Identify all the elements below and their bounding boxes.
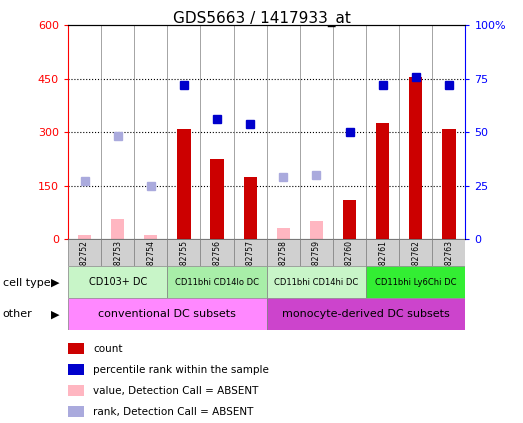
Bar <box>300 239 333 266</box>
Bar <box>343 200 356 239</box>
Text: GSM1582757: GSM1582757 <box>246 240 255 291</box>
Text: GSM1582754: GSM1582754 <box>146 240 155 291</box>
Bar <box>234 239 267 266</box>
Text: conventional DC subsets: conventional DC subsets <box>98 309 236 319</box>
Bar <box>68 298 267 330</box>
Text: GSM1582761: GSM1582761 <box>378 240 387 291</box>
Bar <box>134 239 167 266</box>
Text: CD11bhi CD14hi DC: CD11bhi CD14hi DC <box>274 278 359 287</box>
Bar <box>267 266 366 298</box>
Text: ▶: ▶ <box>51 309 60 319</box>
Text: ▶: ▶ <box>51 277 60 288</box>
Text: other: other <box>3 309 32 319</box>
Text: CD103+ DC: CD103+ DC <box>88 277 147 287</box>
Bar <box>244 177 257 239</box>
Bar <box>68 364 84 375</box>
Bar <box>277 228 290 239</box>
Text: rank, Detection Call = ABSENT: rank, Detection Call = ABSENT <box>93 407 253 417</box>
Bar <box>68 343 84 354</box>
Bar <box>68 406 84 417</box>
Bar <box>267 298 465 330</box>
Text: percentile rank within the sample: percentile rank within the sample <box>93 365 269 375</box>
Bar <box>333 239 366 266</box>
Text: GSM1582756: GSM1582756 <box>212 240 222 291</box>
Bar <box>399 239 433 266</box>
Bar <box>376 123 389 239</box>
Bar <box>200 239 234 266</box>
Bar <box>111 220 124 239</box>
Text: GSM1582762: GSM1582762 <box>411 240 420 291</box>
Bar <box>433 239 465 266</box>
Bar <box>167 239 200 266</box>
Bar <box>310 221 323 239</box>
Bar <box>442 129 456 239</box>
Text: GSM1582752: GSM1582752 <box>80 240 89 291</box>
Bar <box>210 159 224 239</box>
Text: value, Detection Call = ABSENT: value, Detection Call = ABSENT <box>93 386 258 396</box>
Text: GSM1582760: GSM1582760 <box>345 240 354 291</box>
Bar <box>68 239 101 266</box>
Bar <box>68 266 167 298</box>
Text: CD11bhi Ly6Chi DC: CD11bhi Ly6Chi DC <box>375 278 457 287</box>
Bar <box>68 385 84 396</box>
Bar <box>366 266 465 298</box>
Text: count: count <box>93 343 122 354</box>
Bar <box>78 236 91 239</box>
Bar <box>144 235 157 239</box>
Text: GSM1582753: GSM1582753 <box>113 240 122 291</box>
Bar <box>177 129 190 239</box>
Text: GDS5663 / 1417933_at: GDS5663 / 1417933_at <box>173 11 350 27</box>
Bar <box>267 239 300 266</box>
Text: CD11bhi CD14lo DC: CD11bhi CD14lo DC <box>175 278 259 287</box>
Bar <box>409 77 423 239</box>
Text: GSM1582755: GSM1582755 <box>179 240 188 291</box>
Text: monocyte-derived DC subsets: monocyte-derived DC subsets <box>282 309 450 319</box>
Text: GSM1582758: GSM1582758 <box>279 240 288 291</box>
Text: cell type: cell type <box>3 277 50 288</box>
Text: GSM1582763: GSM1582763 <box>445 240 453 291</box>
Text: GSM1582759: GSM1582759 <box>312 240 321 291</box>
Bar <box>167 266 267 298</box>
Bar <box>366 239 399 266</box>
Bar <box>101 239 134 266</box>
